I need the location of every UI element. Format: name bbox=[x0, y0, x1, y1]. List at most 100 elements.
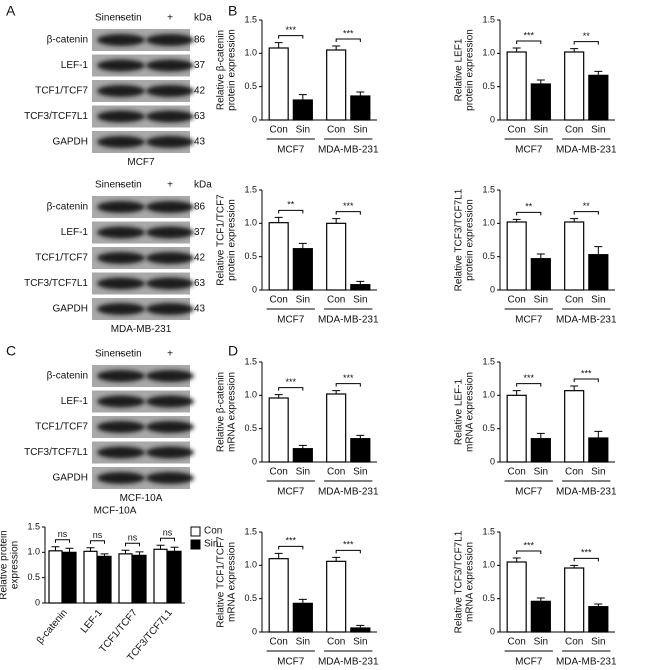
significance-bracket bbox=[573, 378, 599, 382]
error-bar bbox=[298, 444, 307, 449]
treatment-label: Sinensetin bbox=[95, 180, 142, 191]
bar-label: Con bbox=[327, 637, 345, 648]
error-bar bbox=[536, 253, 545, 259]
kda-label: 43 bbox=[194, 304, 206, 315]
bar-label: Con bbox=[269, 125, 287, 136]
bar bbox=[350, 284, 371, 291]
bar-label: Sin bbox=[591, 637, 605, 648]
chart-title: MCF-10A bbox=[94, 506, 137, 517]
protein-label: TCF1/TCF7 bbox=[35, 422, 88, 433]
error-bar bbox=[594, 603, 603, 607]
bar bbox=[564, 567, 585, 633]
group-label: MDA-MB-231 bbox=[318, 315, 379, 326]
y-axis-label: mRNA expression bbox=[227, 372, 238, 452]
significance-label: *** bbox=[343, 28, 354, 38]
bar bbox=[588, 606, 609, 633]
y-axis-label: mRNA expression bbox=[227, 542, 238, 622]
significance-label: ns bbox=[58, 529, 68, 539]
protein-label: TCF3/TCF7L1 bbox=[24, 447, 88, 458]
y-tick-label: 1.0 bbox=[244, 218, 257, 228]
error-bar bbox=[170, 546, 179, 552]
y-tick-label: 0.5 bbox=[27, 572, 40, 582]
bar-label: Sin bbox=[353, 637, 367, 648]
panel-label: B bbox=[228, 3, 237, 19]
y-axis-label: protein expression bbox=[465, 29, 476, 111]
protein-label: β-catenin bbox=[47, 202, 88, 213]
condition-label: + bbox=[167, 180, 173, 191]
significance-label: ** bbox=[583, 31, 591, 41]
y-axis-label: Relative LEF1 bbox=[454, 38, 465, 101]
error-bar bbox=[570, 564, 579, 568]
bar bbox=[292, 448, 313, 463]
significance-label: *** bbox=[343, 540, 354, 550]
blot-band bbox=[97, 277, 145, 290]
significance-bracket bbox=[335, 383, 361, 387]
group-label: MDA-MB-231 bbox=[318, 487, 379, 498]
blot-band bbox=[146, 59, 194, 72]
bar bbox=[132, 554, 147, 604]
bar-label: Sin bbox=[534, 637, 548, 648]
bar-label: Sin bbox=[353, 125, 367, 136]
bar bbox=[292, 99, 313, 121]
kda-label: 63 bbox=[194, 278, 206, 289]
y-tick-label: 0 bbox=[490, 456, 495, 466]
bar bbox=[530, 438, 551, 463]
bar bbox=[588, 74, 609, 121]
bar bbox=[326, 222, 347, 291]
y-tick-label: 1.5 bbox=[482, 356, 495, 366]
error-bar bbox=[512, 47, 521, 52]
error-bar bbox=[570, 385, 579, 391]
bar-label: Sin bbox=[296, 125, 310, 136]
error-bar bbox=[274, 552, 283, 559]
significance-bracket bbox=[573, 211, 599, 215]
y-tick-label: 0.5 bbox=[244, 423, 257, 433]
error-bar bbox=[594, 430, 603, 438]
group-label: MCF7 bbox=[277, 487, 305, 498]
bar bbox=[326, 393, 347, 463]
y-tick-label: 1.5 bbox=[27, 521, 40, 531]
group-label: MCF7 bbox=[277, 657, 305, 668]
condition-label: – bbox=[118, 13, 124, 24]
error-bar bbox=[356, 280, 365, 285]
y-tick-label: 0 bbox=[252, 114, 257, 124]
y-tick-label: 1.0 bbox=[482, 48, 495, 58]
y-axis-label: protein expression bbox=[227, 199, 238, 281]
significance-bracket bbox=[335, 211, 361, 215]
blot-band bbox=[97, 395, 145, 408]
blot-band bbox=[97, 421, 145, 433]
bar-label: Sin bbox=[353, 467, 367, 478]
panel-label: D bbox=[228, 343, 238, 359]
y-tick-label: 0.5 bbox=[482, 81, 495, 91]
blot-band bbox=[97, 34, 145, 46]
condition-label: + bbox=[167, 349, 173, 360]
bar-label: Con bbox=[507, 295, 525, 306]
y-tick-label: 0 bbox=[35, 597, 40, 607]
significance-label: ** bbox=[583, 201, 591, 211]
bar bbox=[564, 390, 585, 463]
blot-band bbox=[146, 395, 194, 408]
group-label: MDA-MB-231 bbox=[556, 145, 617, 156]
condition-label: – bbox=[118, 349, 124, 360]
blot-band bbox=[97, 110, 145, 123]
significance-bracket bbox=[125, 542, 140, 547]
significance-label: *** bbox=[581, 548, 592, 558]
bar bbox=[62, 551, 77, 604]
blot-band bbox=[146, 34, 194, 46]
y-axis-label: mRNA expression bbox=[465, 542, 476, 622]
error-bar bbox=[536, 432, 545, 439]
error-bar bbox=[274, 394, 283, 398]
error-bar bbox=[594, 246, 603, 255]
protein-label: TCF1/TCF7 bbox=[35, 253, 88, 264]
significance-bracket bbox=[516, 211, 542, 216]
y-tick-label: 1.5 bbox=[482, 14, 495, 24]
group-label: MDA-MB-231 bbox=[318, 145, 379, 156]
bar-label: Sin bbox=[534, 295, 548, 306]
error-bar bbox=[512, 218, 521, 222]
bar-label: Sin bbox=[591, 467, 605, 478]
blot-caption: MDA-MB-231 bbox=[111, 324, 172, 335]
protein-label: TCF3/TCF7L1 bbox=[24, 111, 88, 122]
panel-label: A bbox=[6, 3, 16, 19]
y-tick-label: 1.0 bbox=[244, 48, 257, 58]
y-tick-label: 1.5 bbox=[244, 526, 257, 536]
error-bar bbox=[100, 553, 109, 557]
